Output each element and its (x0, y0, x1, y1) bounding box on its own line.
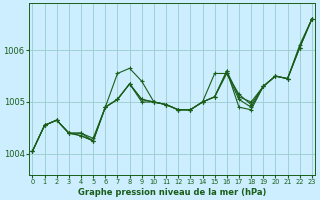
X-axis label: Graphe pression niveau de la mer (hPa): Graphe pression niveau de la mer (hPa) (78, 188, 266, 197)
